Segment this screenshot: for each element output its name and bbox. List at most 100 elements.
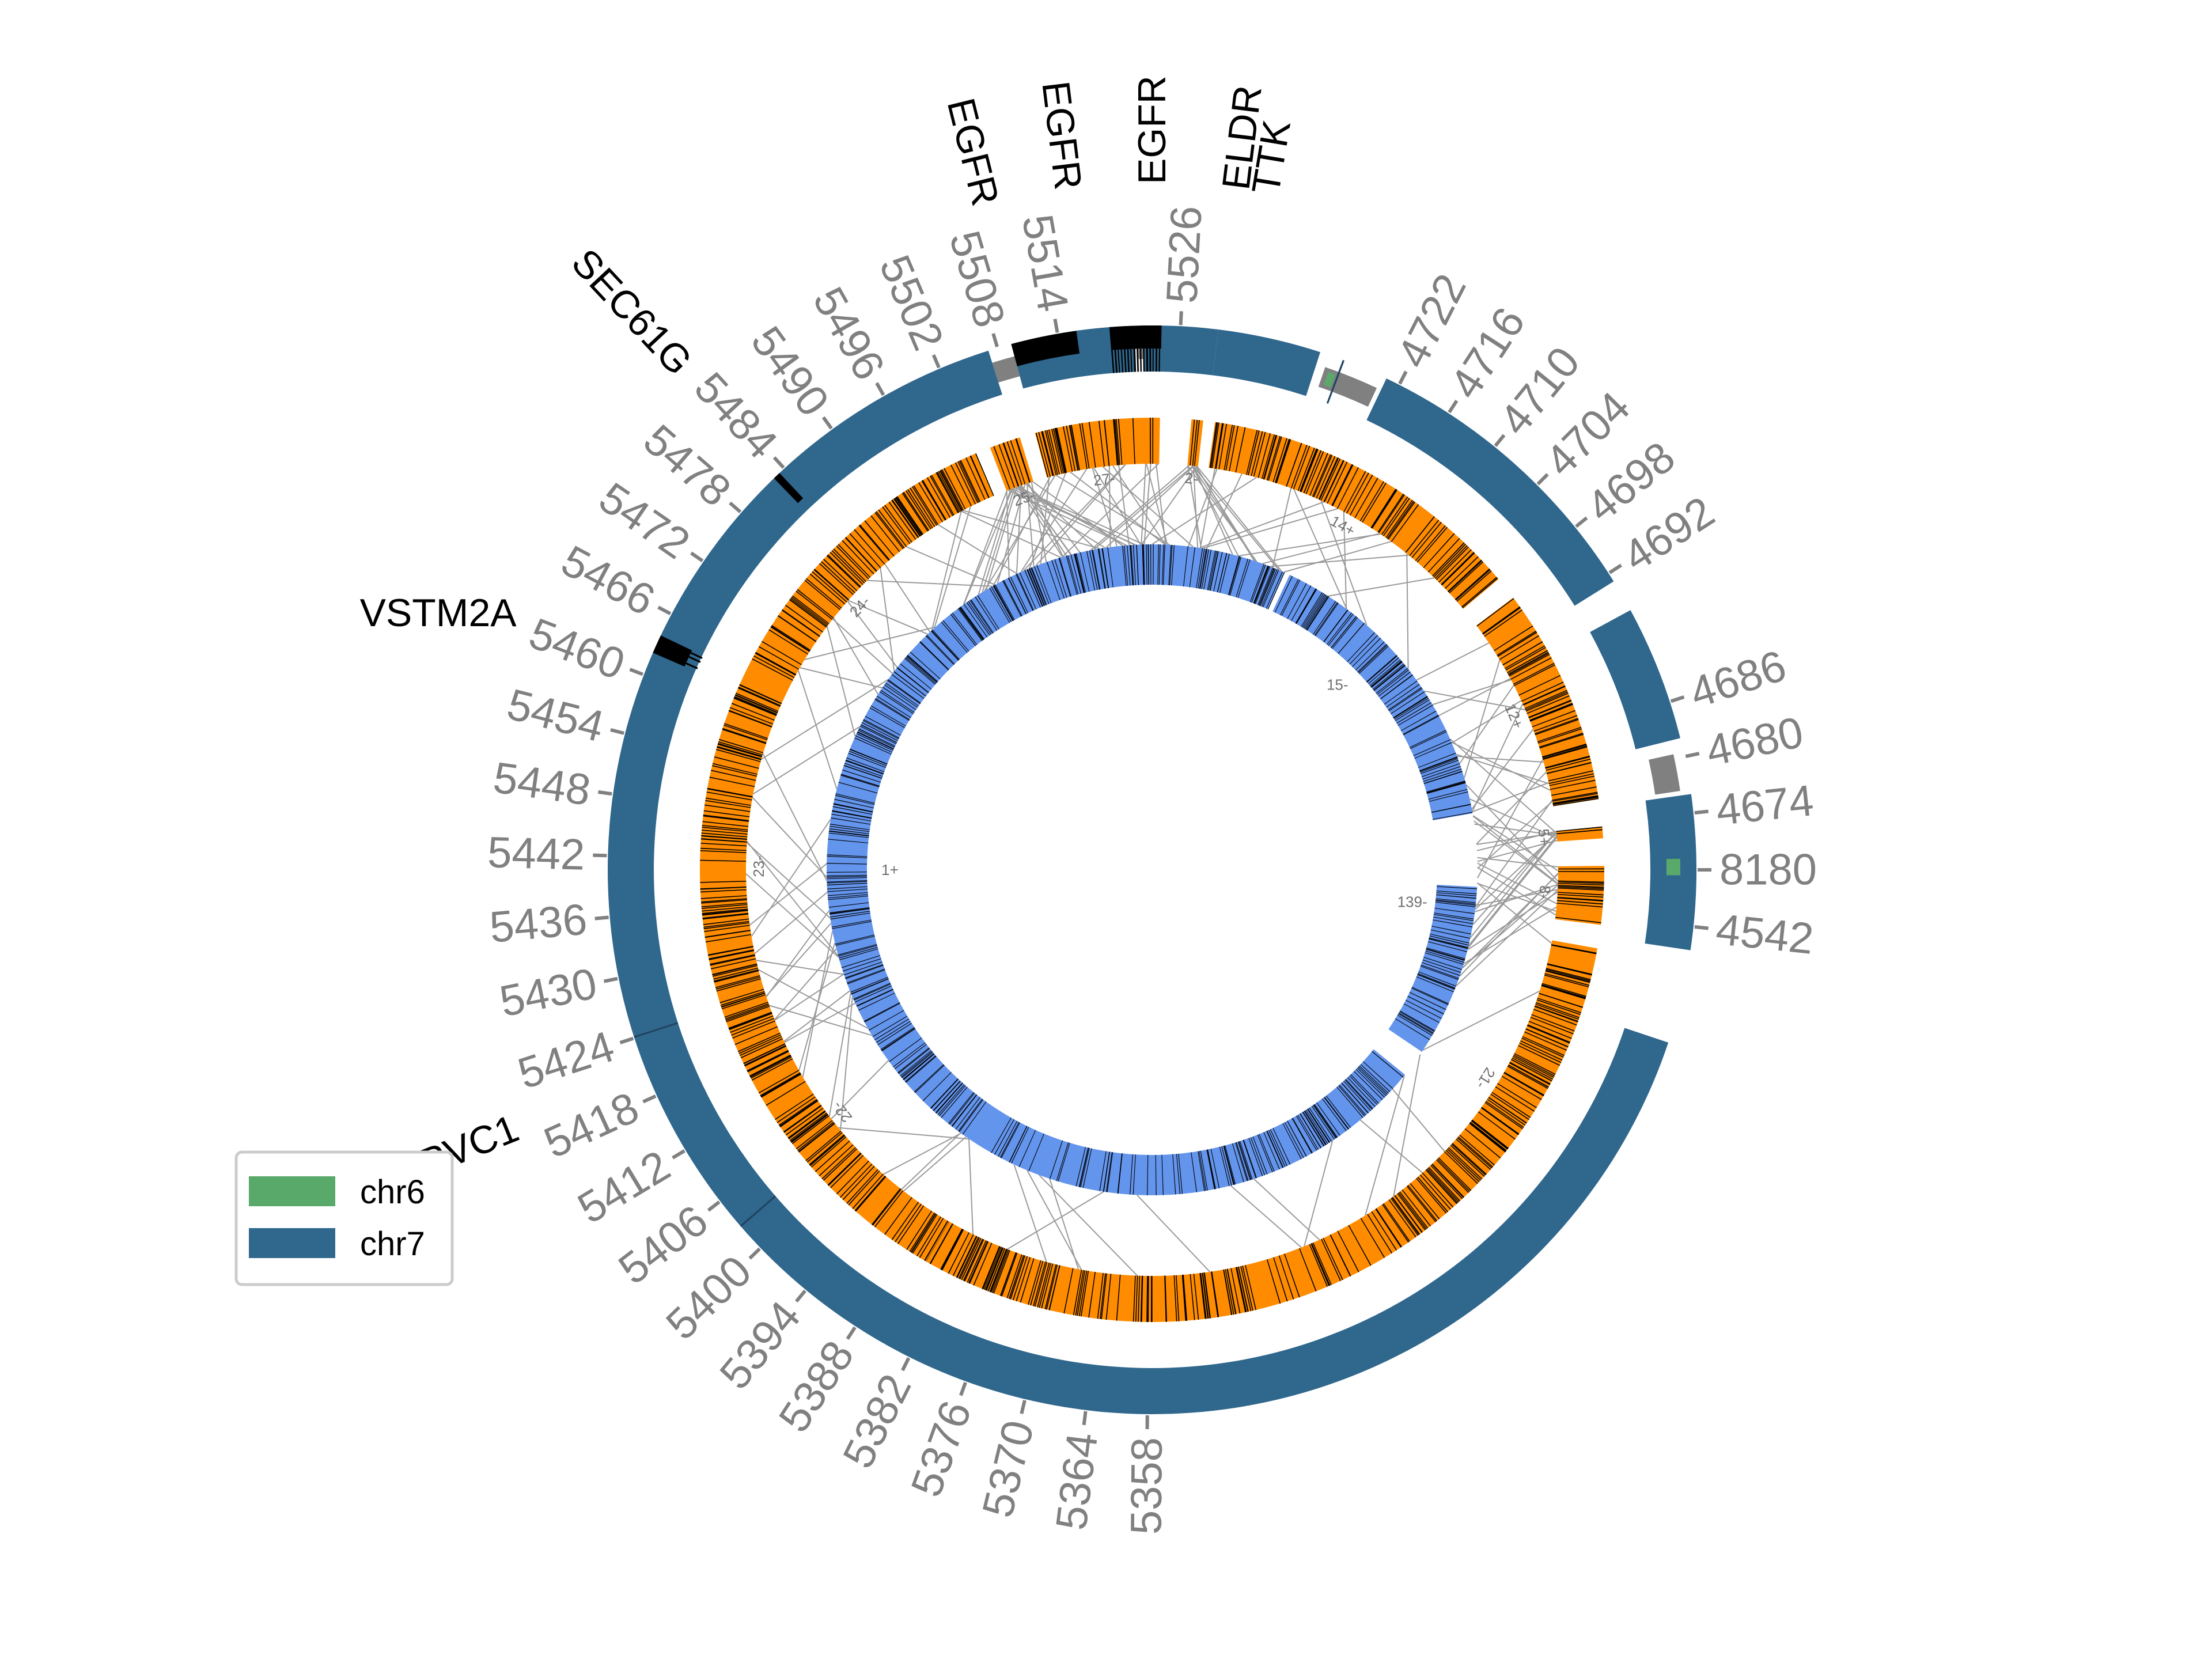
alignment-mark — [1457, 1136, 1494, 1168]
inner-mark — [1016, 574, 1033, 611]
inner-mark — [1027, 569, 1043, 607]
alignment-mark — [1548, 773, 1594, 784]
inner-mark — [1373, 665, 1406, 691]
alignment-mark — [1530, 1017, 1574, 1035]
inner-mark — [1429, 791, 1468, 802]
alignment-mark — [961, 1238, 982, 1281]
inner-mark — [1198, 1151, 1205, 1191]
alignment-mark — [1132, 418, 1135, 464]
alignment-mark — [1152, 1275, 1153, 1322]
inner-mark — [1431, 804, 1471, 813]
alignment-mark — [1327, 461, 1348, 504]
inner-mark — [828, 902, 869, 908]
inner-mark — [827, 877, 868, 879]
inner-mark — [1422, 766, 1461, 780]
inner-mark — [1419, 757, 1458, 772]
inner-mark — [904, 658, 936, 685]
inner-mark — [1201, 549, 1209, 589]
inner-mark — [1316, 1102, 1340, 1136]
inner-mark — [1107, 547, 1113, 588]
gene-mark — [1127, 349, 1130, 372]
alignment-mark — [701, 904, 748, 909]
alignment-mark — [715, 975, 760, 988]
inner-mark — [1255, 566, 1271, 604]
tick-mark — [1694, 809, 1709, 815]
gene-band — [1109, 325, 1162, 350]
alignment-mark — [1371, 489, 1397, 529]
alignment-link — [746, 841, 839, 957]
alignment-mark — [1521, 1037, 1564, 1058]
alignment-link — [831, 1060, 889, 1120]
alignment-mark — [785, 604, 823, 632]
inner-mark — [1366, 655, 1397, 683]
inner-mark — [901, 1051, 933, 1078]
inner-mark — [1049, 1140, 1063, 1179]
inner-mark — [1395, 1018, 1430, 1040]
alignment-mark — [916, 1216, 942, 1256]
alignment-link — [1343, 512, 1347, 609]
alignment-mark — [1268, 436, 1282, 481]
alignment-mark — [1114, 419, 1119, 465]
alignment-mark — [1469, 1122, 1506, 1152]
alignment-mark — [944, 468, 966, 510]
alignment-mark — [1482, 606, 1521, 634]
inner-mark — [1161, 1154, 1164, 1195]
alignment-mark — [700, 898, 747, 903]
alignment-mark — [750, 1056, 792, 1079]
alignment-mark — [1194, 420, 1200, 466]
alignment-mark — [848, 1171, 880, 1206]
inner-mark — [1155, 1154, 1157, 1195]
inner-mark — [1349, 635, 1378, 665]
alignment-mark — [713, 967, 759, 980]
alignment-mark — [882, 506, 911, 544]
tick-mark — [610, 728, 624, 735]
alignment-mark — [1066, 426, 1076, 471]
alignment-mark — [1063, 1268, 1074, 1314]
alignment-mark — [1556, 903, 1603, 908]
alignment-mark — [1535, 1003, 1580, 1020]
alignment-mark — [1020, 1258, 1035, 1303]
inner-mark — [925, 635, 955, 665]
alignment-link — [867, 579, 993, 587]
inner-mark — [1436, 891, 1477, 895]
inner-mark — [1200, 549, 1207, 589]
inner-mark — [903, 1054, 935, 1081]
inner-segment — [826, 544, 1406, 1196]
alignment-mark — [1391, 504, 1419, 542]
inner-mark — [1341, 1082, 1369, 1113]
alignment-mark — [1350, 475, 1373, 516]
alignment-mark — [1088, 1271, 1096, 1318]
inner-mark — [888, 679, 921, 704]
alignment-mark — [719, 988, 764, 1003]
alignment-mark — [722, 728, 767, 744]
alignment-mark — [1378, 494, 1405, 533]
inner-mark — [1189, 547, 1196, 588]
gene-mark — [1118, 349, 1120, 373]
inner-mark — [1251, 565, 1266, 603]
inner-mark — [854, 737, 892, 755]
inner-mark — [1199, 548, 1207, 589]
alignment-mark — [700, 880, 747, 883]
alignment-mark — [884, 505, 912, 543]
alignment-mark — [1300, 448, 1318, 492]
alignment-mark — [924, 1220, 948, 1261]
alignment-mark — [1069, 425, 1079, 471]
alignment-mark — [1419, 1175, 1451, 1210]
tick-mark — [1694, 925, 1709, 930]
alignment-mark — [1548, 770, 1594, 782]
alignment-mark — [740, 1038, 783, 1059]
alignment-mark — [1555, 916, 1601, 923]
alignment-link — [762, 753, 828, 881]
inner-mark — [840, 774, 880, 787]
alignment-link — [978, 488, 1012, 595]
inner-mark — [900, 663, 932, 690]
alignment-mark — [1533, 1009, 1577, 1026]
alignment-mark — [1394, 1195, 1423, 1233]
alignment-mark — [819, 563, 854, 595]
gene-mark — [1111, 350, 1115, 373]
alignment-mark — [1176, 1275, 1180, 1321]
inner-mark — [932, 629, 960, 660]
alignment-mark — [712, 965, 758, 977]
alignment-mark — [1522, 685, 1566, 705]
alignment-link — [1464, 660, 1501, 778]
